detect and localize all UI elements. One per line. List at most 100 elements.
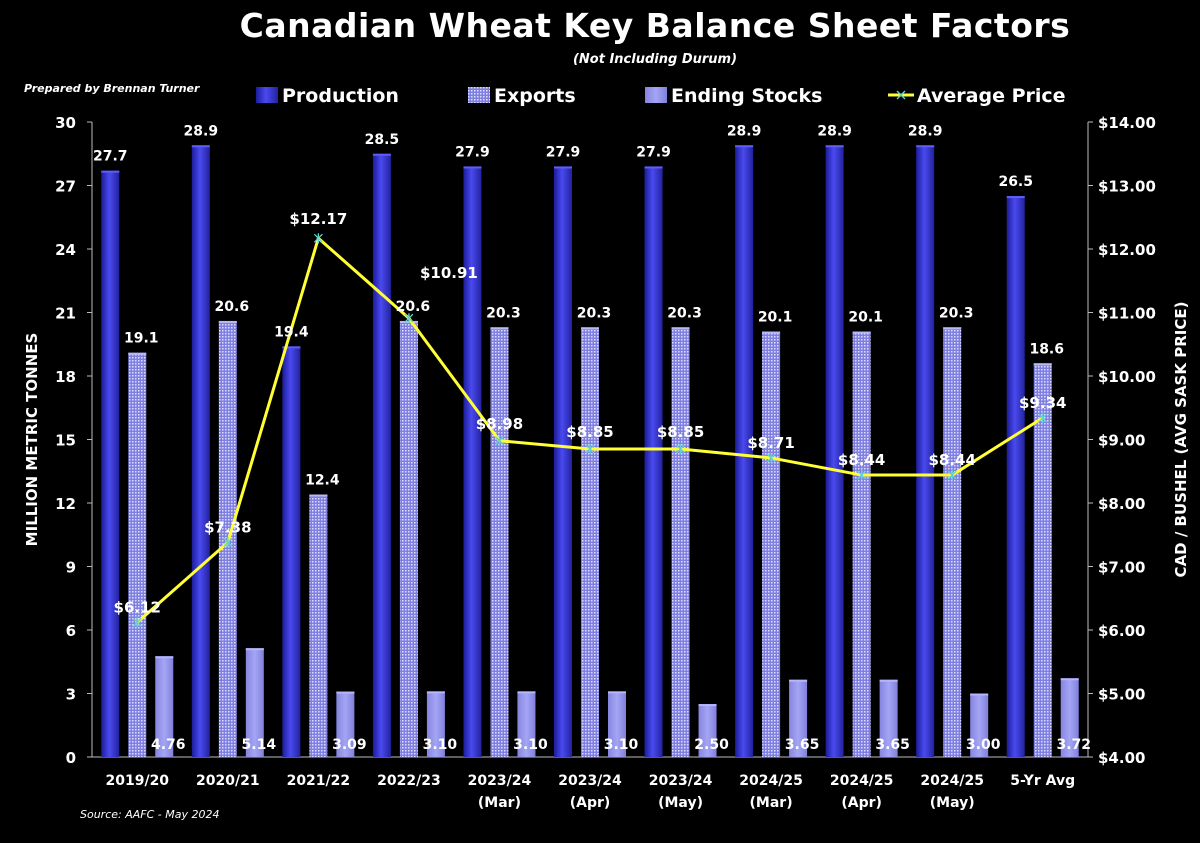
x-tick-label: 2023/24: [558, 773, 622, 789]
production-value-label: 28.9: [817, 123, 852, 139]
average-price-value-label: $7.38: [204, 518, 251, 536]
production-bar: [916, 145, 935, 758]
average-price-point: [857, 470, 867, 481]
x-tick-label: 5-Yr Avg: [1010, 773, 1075, 789]
ending-stocks-value-label: 3.10: [604, 737, 639, 753]
production-value-label: 28.9: [184, 123, 219, 139]
ending-stocks-bar: [155, 656, 174, 757]
y-axis-title: MILLION METRIC TONNES: [23, 333, 41, 547]
average-price-point: [1038, 412, 1048, 423]
legend-exports-label: Exports: [494, 85, 576, 107]
average-price-point: [947, 470, 957, 481]
y-tick-label: 15: [55, 432, 76, 450]
exports-bar-cap: [762, 331, 781, 334]
x-tick-label: 2022/23: [377, 773, 441, 789]
ending-stocks-bar: [879, 679, 898, 757]
ending-stocks-bar: [245, 648, 264, 757]
production-bar: [735, 145, 754, 758]
ending-stocks-value-label: 3.65: [785, 737, 820, 753]
legend-production-label: Production: [282, 85, 399, 107]
exports-value-label: 12.4: [305, 473, 340, 489]
legend-production-swatch: [256, 87, 278, 103]
ending-stocks-bar-cap: [336, 691, 355, 694]
chart-subtitle: (Not Including Durum): [572, 52, 738, 67]
y-tick-label: 24: [55, 241, 76, 259]
x-tick-label: (May): [658, 795, 703, 811]
production-bar: [463, 166, 482, 757]
exports-value-label: 20.1: [758, 310, 793, 326]
average-price-point: [223, 537, 233, 548]
exports-bar: [490, 327, 509, 757]
ending-stocks-bar-cap: [517, 691, 536, 694]
average-price-point: [313, 233, 323, 244]
exports-bar: [128, 352, 147, 757]
ending-stocks-value-label: 3.65: [875, 737, 910, 753]
exports-bar: [399, 320, 418, 757]
average-price-value-label: $8.98: [476, 415, 523, 433]
production-bar: [101, 170, 120, 757]
production-value-label: 28.9: [908, 123, 943, 139]
average-price-point: [404, 313, 414, 324]
average-price-point: [132, 617, 142, 628]
average-price-point: [585, 444, 595, 455]
average-price-value-label: $8.71: [747, 434, 794, 452]
production-bar-cap: [191, 145, 210, 148]
ending-stocks-value-label: 4.76: [151, 737, 186, 753]
x-tick-label: (Mar): [478, 795, 521, 811]
exports-value-label: 20.3: [486, 305, 521, 321]
average-price-value-label: $12.17: [289, 210, 347, 228]
ending-stocks-bar: [426, 691, 445, 757]
exports-bar-cap: [309, 494, 328, 497]
ending-stocks-value-label: 3.10: [423, 737, 458, 753]
legend-average-price-label: Average Price: [917, 85, 1066, 107]
y2-tick-label: $6.00: [1098, 622, 1145, 640]
production-bar-cap: [101, 170, 120, 173]
ending-stocks-value-label: 3.09: [332, 737, 367, 753]
prepared-by-note: Prepared by Brennan Turner: [24, 82, 200, 95]
ending-stocks-bar-cap: [879, 679, 898, 682]
exports-bar: [581, 327, 599, 757]
production-bar-cap: [1006, 196, 1025, 199]
production-bar: [372, 153, 391, 757]
exports-bar-cap: [218, 320, 237, 323]
x-tick-label: 2021/22: [287, 773, 351, 789]
y2-tick-label: $13.00: [1098, 178, 1156, 196]
x-tick-label: 2023/24: [649, 773, 713, 789]
exports-bar: [309, 494, 328, 757]
y2-tick-label: $14.00: [1098, 114, 1156, 132]
x-tick-label: (Apr): [570, 795, 611, 811]
x-tick-label: 2019/20: [105, 773, 169, 789]
production-bar: [282, 346, 301, 757]
production-bar-cap: [282, 346, 301, 349]
production-bar: [825, 145, 844, 758]
production-bar-cap: [554, 166, 572, 169]
exports-bar-cap: [128, 352, 147, 355]
ending-stocks-bar: [789, 679, 808, 757]
exports-bar: [671, 327, 690, 757]
y2-tick-label: $11.00: [1098, 305, 1156, 323]
exports-bar: [1033, 363, 1052, 757]
exports-bar-cap: [581, 327, 599, 330]
ending-stocks-bar-cap: [1060, 678, 1079, 681]
x-tick-label: 2024/25: [920, 773, 984, 789]
production-bar: [191, 145, 210, 758]
production-bar-cap: [463, 166, 482, 169]
y-tick-label: 3: [66, 686, 76, 704]
exports-value-label: 20.3: [577, 305, 612, 321]
ending-stocks-bar-cap: [970, 693, 989, 696]
exports-bar: [762, 331, 781, 757]
ending-stocks-bar: [517, 691, 536, 757]
y-tick-label: 27: [55, 178, 76, 196]
legend-ending-stocks-label: Ending Stocks: [671, 85, 822, 107]
ending-stocks-bar-cap: [426, 691, 445, 694]
production-value-label: 27.9: [455, 144, 490, 160]
production-value-label: 28.9: [727, 123, 762, 139]
production-bar-cap: [372, 153, 391, 156]
exports-value-label: 18.6: [1029, 341, 1064, 357]
average-price-point: [676, 444, 686, 455]
source-note: Source: AAFC - May 2024: [80, 808, 220, 821]
average-price-value-label: $8.85: [657, 423, 704, 441]
ending-stocks-value-label: 5.14: [242, 737, 277, 753]
ending-stocks-bar: [608, 691, 626, 757]
exports-value-label: 20.3: [667, 305, 702, 321]
